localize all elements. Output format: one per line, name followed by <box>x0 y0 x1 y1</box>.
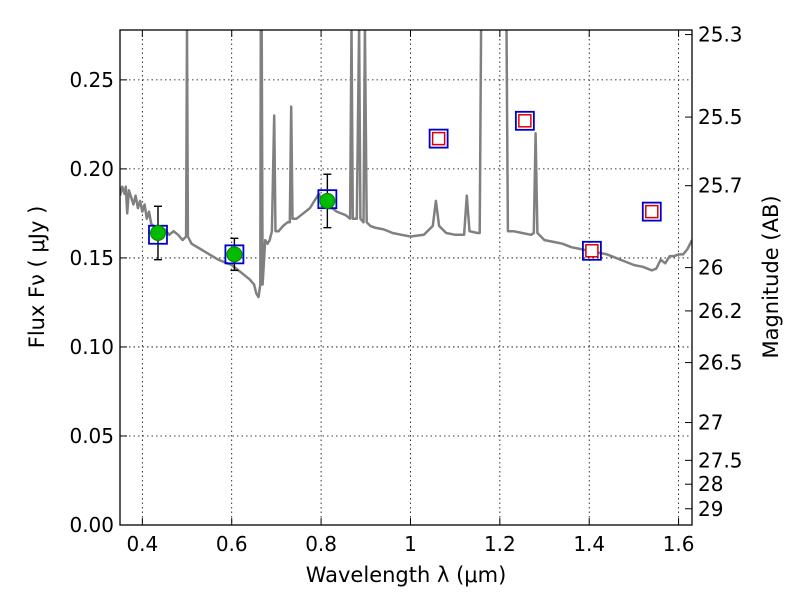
model-photometry-marker <box>224 244 245 265</box>
magnitude-tick-label: 28 <box>698 472 723 496</box>
x-tick-label: 1.6 <box>663 532 695 556</box>
magnitude-tick-label: 25.7 <box>698 174 743 198</box>
model-photometry-marker <box>514 110 535 131</box>
x-tick-label: 0.4 <box>126 532 158 556</box>
x-tick-label: 1.2 <box>484 532 516 556</box>
y-tick-label: 0.25 <box>69 68 114 92</box>
magnitude-tick-label: 26.2 <box>698 299 743 323</box>
y-tick-label: 0.15 <box>69 246 114 270</box>
photometry-markers <box>148 110 662 272</box>
y-tick-label: 0.05 <box>69 424 114 448</box>
predicted-photometry-marker <box>518 114 532 128</box>
magnitude-tick-label: 27 <box>698 411 723 435</box>
predicted-photometry-marker <box>645 204 659 219</box>
x-tick-label: 0.6 <box>216 532 248 556</box>
magnitude-tick-label: 26.5 <box>698 351 743 375</box>
y-tick-label: 0.10 <box>69 335 114 359</box>
model-photometry-marker <box>582 240 602 261</box>
y-tick-label: 0.00 <box>69 513 114 537</box>
magnitude-axis-label: Magnitude (AB) <box>759 195 783 358</box>
x-tick-label: 1 <box>404 532 417 556</box>
observed-photometry-marker <box>226 246 243 263</box>
axis-ticks: 0.4 0.6 0.8 1 1.2 1.4 1.6 0.00 0.05 0.10 0.15 0.20 0… <box>69 23 742 556</box>
observed-photometry-marker <box>319 192 336 209</box>
predicted-photometry-marker <box>585 244 599 258</box>
model-photometry-marker <box>428 128 449 149</box>
observed-photometry-marker <box>149 224 166 241</box>
magnitude-tick-label: 27.5 <box>698 448 743 472</box>
model-photometry-marker <box>641 201 662 222</box>
x-tick-label: 1.4 <box>573 532 605 556</box>
y-tick-label: 0.20 <box>69 157 114 181</box>
magnitude-tick-label: 25.5 <box>698 105 743 129</box>
y-axis-label: Flux Fν ( μJy ) <box>25 206 49 349</box>
magnitude-tick-label: 29 <box>698 497 723 521</box>
magnitude-tick-label: 25.3 <box>698 23 743 47</box>
x-axis-label: Wavelength λ (μm) <box>306 563 507 587</box>
magnitude-tick-label: 26 <box>698 256 723 280</box>
plot-frame <box>119 29 693 526</box>
predicted-photometry-marker <box>431 131 446 146</box>
x-tick-label: 0.8 <box>305 532 337 556</box>
